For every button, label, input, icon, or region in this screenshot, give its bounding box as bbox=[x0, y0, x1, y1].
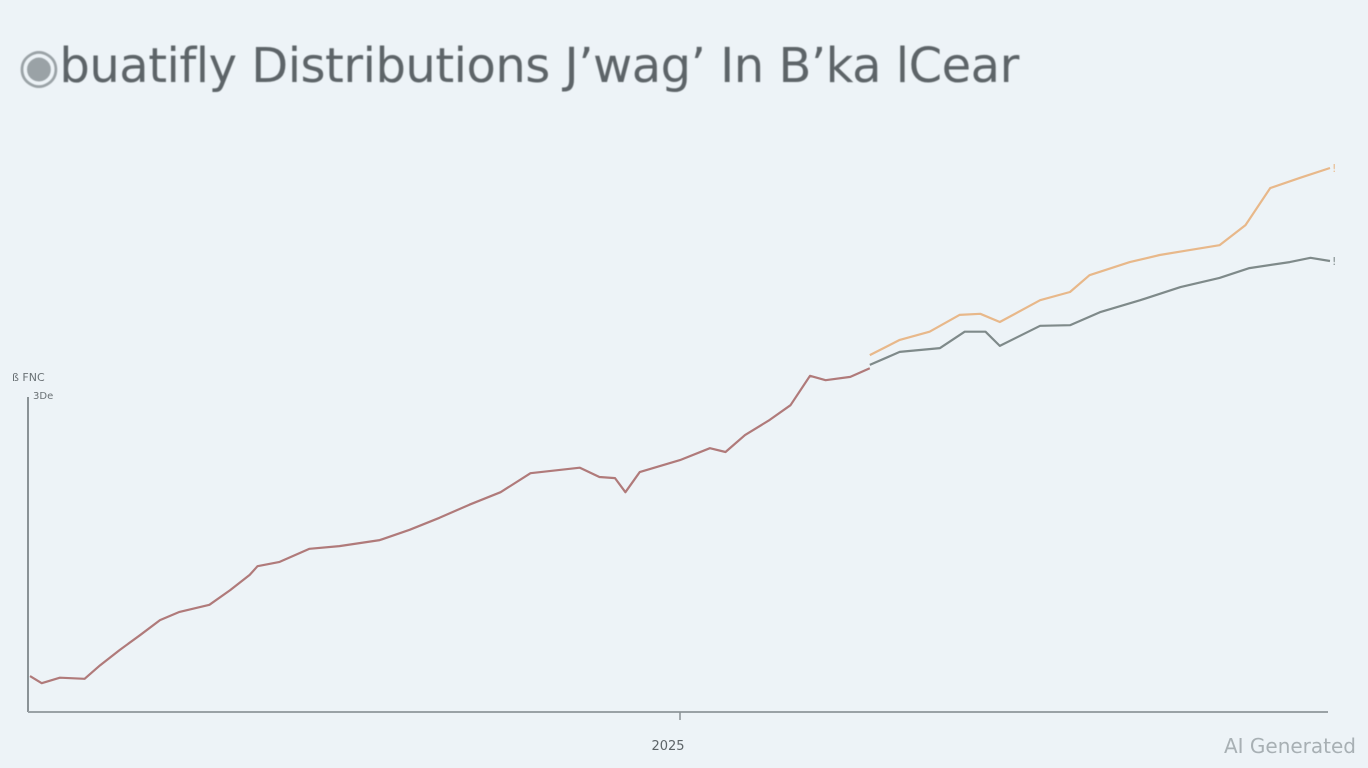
y-tick-label: 3De bbox=[33, 391, 54, 402]
chart-title-text: buatifly Distributions J’wag’ In B’ka lC… bbox=[59, 38, 1019, 94]
series-end-label: ! bbox=[1332, 162, 1336, 175]
series-end-label: ! bbox=[1332, 255, 1336, 268]
y-axis-label: ß FNC bbox=[12, 371, 45, 384]
series-line-0 bbox=[29, 367, 871, 685]
series-line-1 bbox=[869, 166, 1331, 357]
chart-title: ◉buatifly Distributions J’wag’ In B’ka l… bbox=[18, 38, 1019, 94]
series-line-2 bbox=[869, 256, 1331, 366]
logo-icon: ◉ bbox=[18, 38, 60, 94]
watermark: AI Generated bbox=[1223, 734, 1356, 758]
x-tick-label: 2025 bbox=[651, 739, 684, 754]
